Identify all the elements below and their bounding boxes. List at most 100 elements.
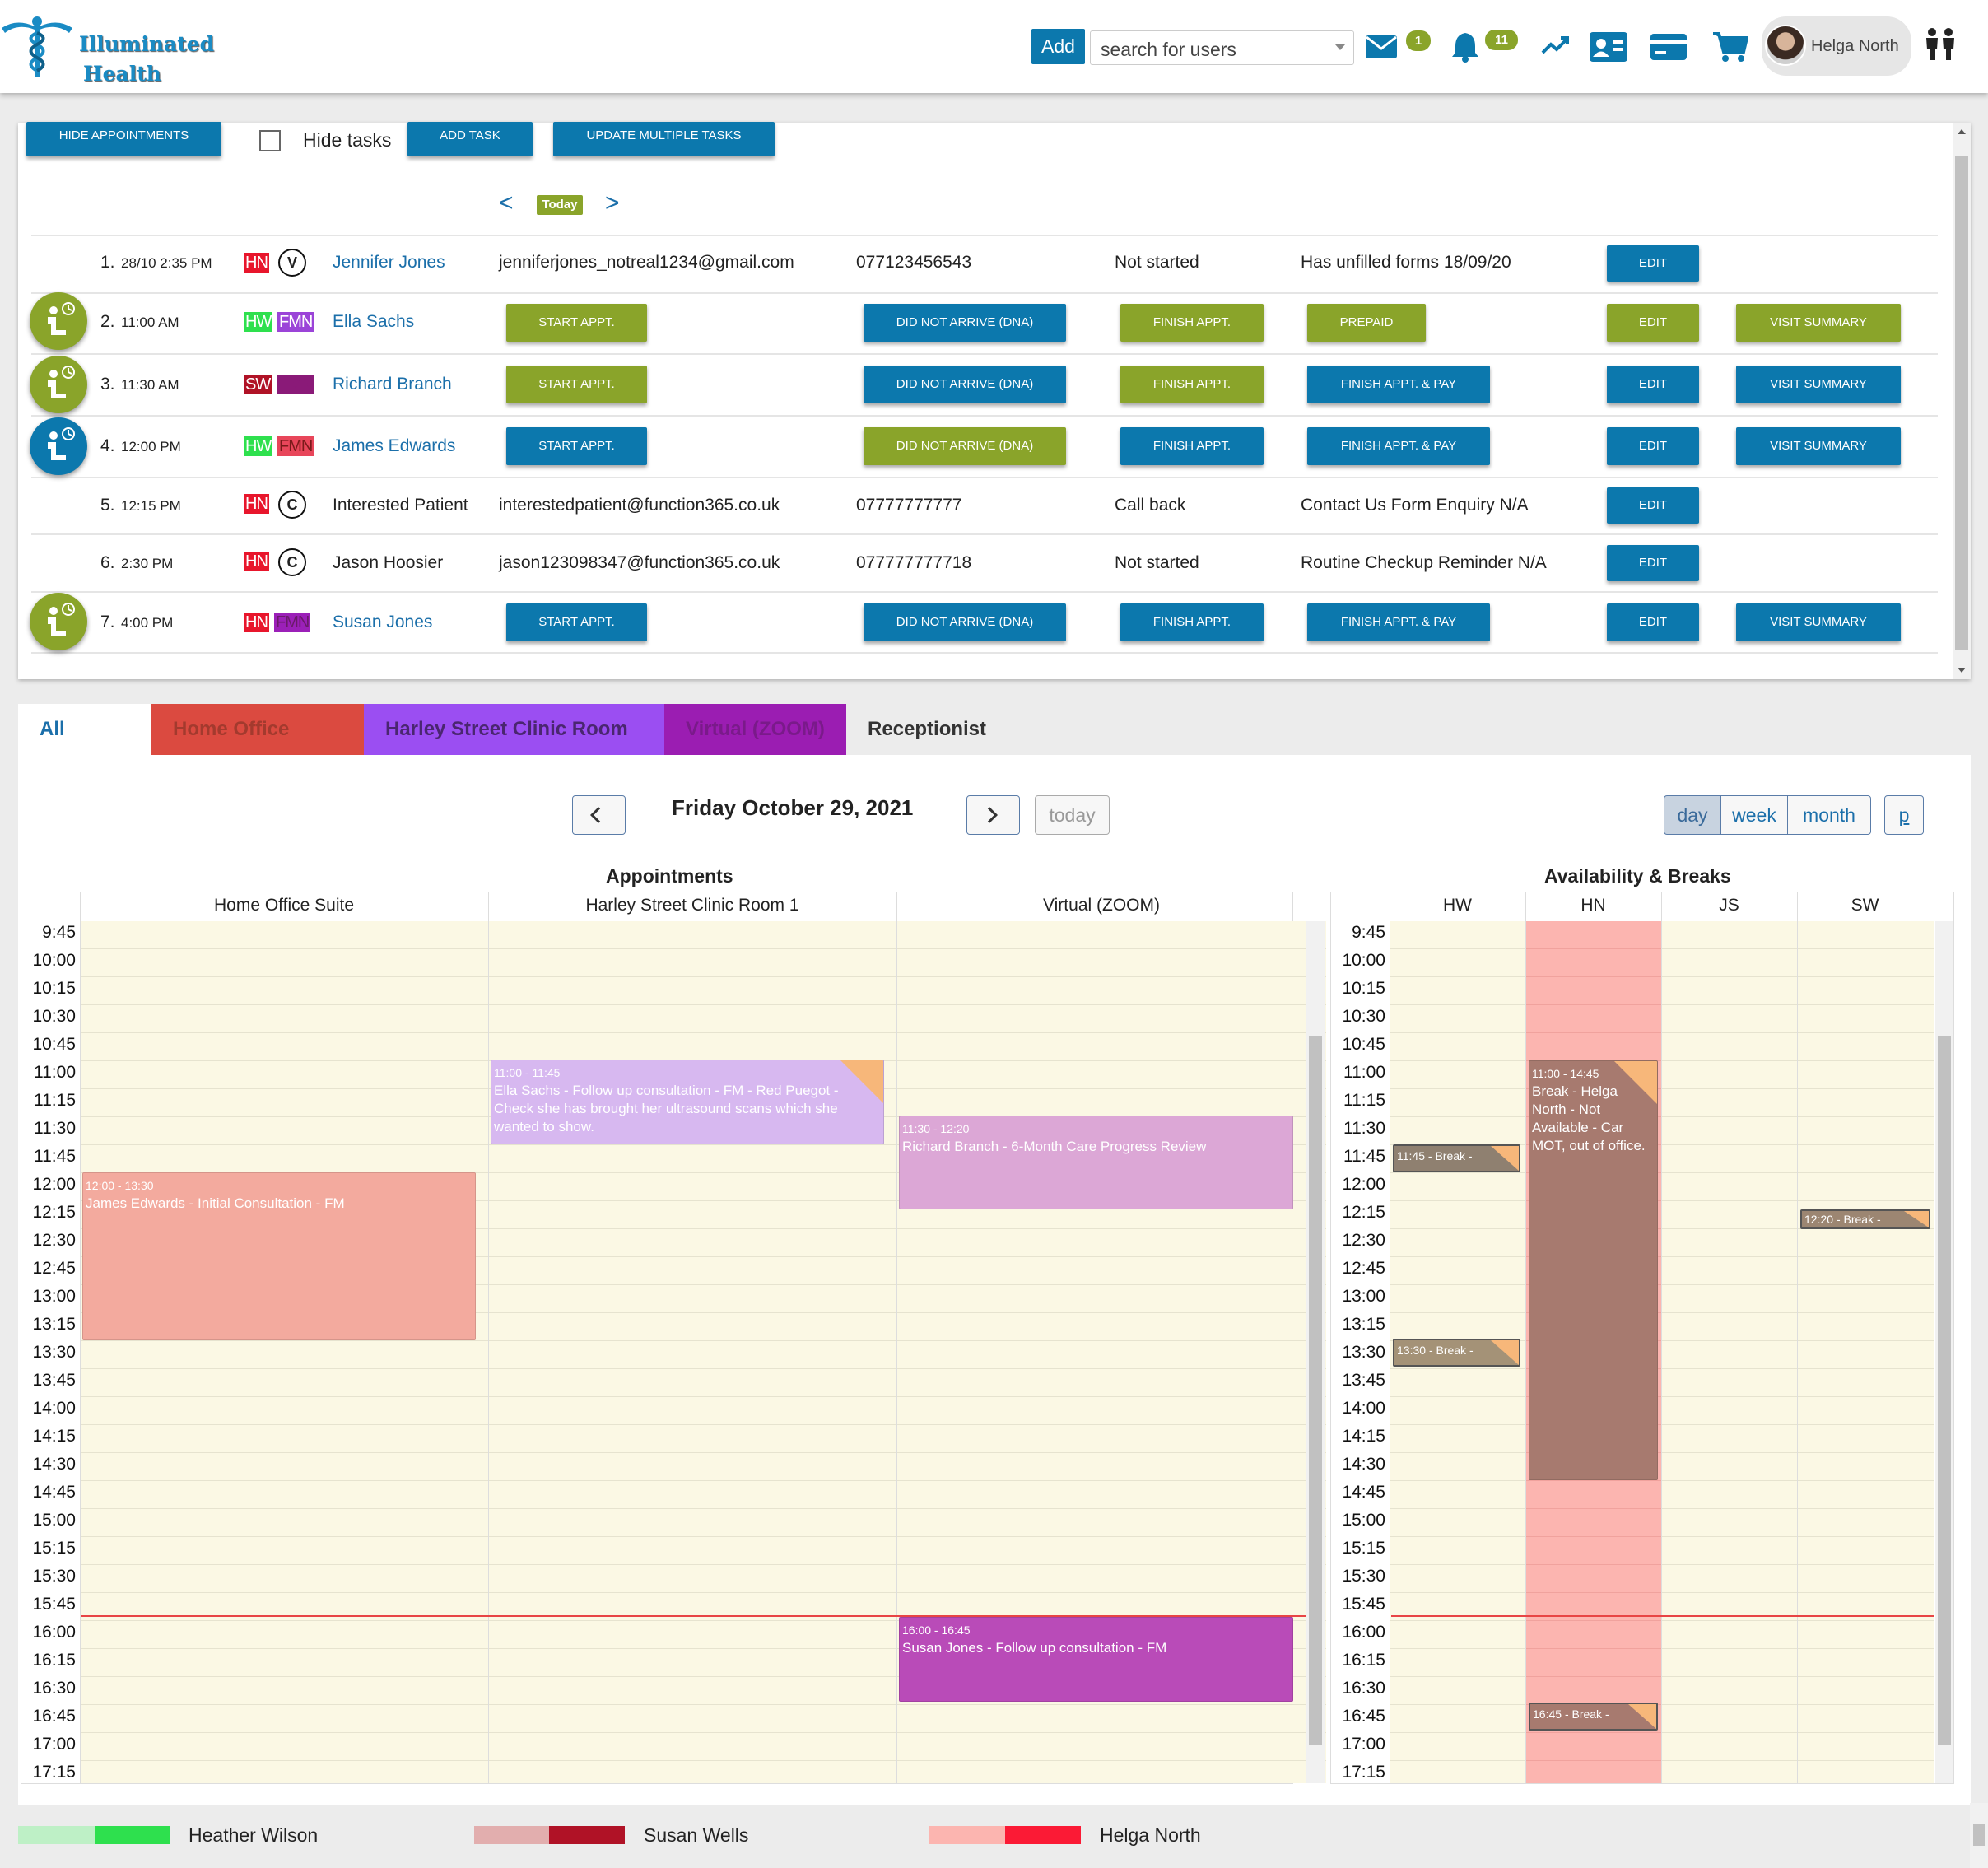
time-label: 12:00: [32, 1175, 76, 1194]
bell-icon[interactable]: [1450, 31, 1480, 63]
patient-name-link[interactable]: Susan Jones: [333, 613, 433, 631]
scrollbar-thumb[interactable]: [1309, 1036, 1322, 1745]
view-week-button[interactable]: week: [1720, 795, 1788, 835]
time-label: 11:00: [34, 1063, 76, 1082]
start-appt-button[interactable]: START APPT.: [506, 427, 647, 465]
edit-button[interactable]: EDIT: [1607, 545, 1699, 581]
row-divider: [31, 415, 1938, 417]
scrollbar-thumb[interactable]: [1955, 156, 1968, 650]
break-event[interactable]: 16:45 - Break -: [1529, 1703, 1658, 1731]
trend-chart-icon[interactable]: [1541, 35, 1569, 56]
edit-button[interactable]: EDIT: [1607, 366, 1699, 403]
appointment-event[interactable]: 16:00 - 16:45 Susan Jones - Follow up co…: [899, 1617, 1293, 1702]
view-day-button[interactable]: day: [1664, 795, 1721, 835]
visit-summary-button[interactable]: VISIT SUMMARY: [1736, 427, 1901, 465]
print-button[interactable]: p: [1884, 795, 1924, 835]
appointment-avatar: [30, 356, 87, 413]
finish-appt-button[interactable]: FINISH APPT.: [1120, 304, 1264, 342]
event-corner-flag: [1614, 1061, 1657, 1104]
appointment-avatar: [30, 292, 87, 350]
appointment-event[interactable]: 11:30 - 12:20 Richard Branch - 6-Month C…: [899, 1116, 1293, 1209]
time-label: 11:45: [1343, 1147, 1385, 1166]
dna-button[interactable]: DID NOT ARRIVE (DNA): [864, 304, 1066, 342]
brand-logo[interactable]: Illuminated Health: [0, 12, 214, 86]
prepaid-button[interactable]: PREPAID: [1307, 304, 1426, 342]
tab-all-rooms[interactable]: All rooms: [18, 704, 151, 791]
patient-clock-icon: [48, 427, 75, 460]
callback-indicator: C: [278, 548, 306, 576]
row-divider: [31, 353, 1938, 355]
next-day-button[interactable]: >: [605, 189, 620, 217]
tab-home-office-suite[interactable]: Home Office Suite: [151, 704, 364, 791]
page-scrollbar[interactable]: [1970, 1803, 1988, 1868]
break-event[interactable]: 13:30 - Break -: [1393, 1339, 1520, 1367]
edit-button[interactable]: EDIT: [1607, 245, 1699, 282]
tab-receptionist[interactable]: Receptionist: [868, 718, 987, 740]
shopping-cart-icon[interactable]: [1712, 31, 1748, 63]
appointment-event[interactable]: 11:00 - 11:45 Ella Sachs - Follow up con…: [491, 1060, 884, 1144]
calendar-next-button[interactable]: [966, 795, 1020, 835]
patient-name-link[interactable]: Jennifer Jones: [333, 253, 445, 272]
break-event[interactable]: 11:00 - 14:45 Break - Helga North - Not …: [1529, 1060, 1658, 1480]
break-event[interactable]: 12:20 - Break -: [1800, 1209, 1930, 1229]
time-label: 10:45: [32, 1035, 76, 1054]
legend-swatch: [1005, 1826, 1081, 1844]
credit-card-icon[interactable]: [1650, 33, 1688, 61]
visit-summary-button[interactable]: VISIT SUMMARY: [1736, 603, 1901, 641]
finish-appt-button[interactable]: FINISH APPT.: [1120, 366, 1264, 403]
break-event[interactable]: 11:45 - Break -: [1393, 1144, 1520, 1172]
edit-button[interactable]: EDIT: [1607, 304, 1699, 342]
appointments-scrollbar[interactable]: [1306, 921, 1325, 1783]
start-appt-button[interactable]: START APPT.: [506, 304, 647, 342]
people-icon[interactable]: [1923, 26, 1958, 61]
dna-button[interactable]: DID NOT ARRIVE (DNA): [864, 427, 1066, 465]
visit-summary-button[interactable]: VISIT SUMMARY: [1736, 304, 1901, 342]
add-task-button[interactable]: ADD TASK: [407, 122, 533, 156]
visit-summary-button[interactable]: VISIT SUMMARY: [1736, 366, 1901, 403]
patient-name-link[interactable]: James Edwards: [333, 436, 456, 455]
dna-button[interactable]: DID NOT ARRIVE (DNA): [864, 603, 1066, 641]
staff-tag-hn: HN: [244, 494, 269, 514]
notification-count-badge: 11: [1485, 30, 1518, 50]
start-appt-button[interactable]: START APPT.: [506, 603, 647, 641]
edit-button[interactable]: EDIT: [1607, 427, 1699, 465]
view-month-button[interactable]: month: [1787, 795, 1871, 835]
finish-and-pay-button[interactable]: FINISH APPT. & PAY: [1307, 427, 1490, 465]
finish-and-pay-button[interactable]: FINISH APPT. & PAY: [1307, 603, 1490, 641]
today-button[interactable]: Today: [537, 195, 583, 215]
scrollbar-thumb[interactable]: [1938, 1036, 1951, 1745]
staff-tag-hn: HN: [244, 552, 269, 571]
prev-day-button[interactable]: <: [499, 189, 514, 217]
edit-button[interactable]: EDIT: [1607, 487, 1699, 524]
availability-scrollbar[interactable]: [1935, 921, 1953, 1783]
tab-virtual-zoom[interactable]: Virtual (ZOOM): [664, 704, 846, 755]
hide-tasks-checkbox[interactable]: [259, 130, 281, 151]
update-multiple-tasks-button[interactable]: UPDATE MULTIPLE TASKS: [553, 122, 775, 156]
appointment-event[interactable]: 12:00 - 13:30 James Edwards - Initial Co…: [82, 1172, 476, 1340]
patient-name-link[interactable]: Richard Branch: [333, 375, 452, 394]
finish-and-pay-button[interactable]: FINISH APPT. & PAY: [1307, 366, 1490, 403]
hide-appointments-button[interactable]: HIDE APPOINTMENTS: [26, 122, 221, 156]
tasks-scrollbar[interactable]: [1953, 123, 1971, 679]
time-label: 9:45: [1352, 923, 1385, 942]
task-note: Has unfilled forms 18/09/20: [1301, 253, 1511, 272]
start-appt-button[interactable]: START APPT.: [506, 366, 647, 403]
edit-button[interactable]: EDIT: [1607, 603, 1699, 641]
appointment-avatar: [30, 417, 87, 475]
finish-appt-button[interactable]: FINISH APPT.: [1120, 603, 1264, 641]
tab-harley-street-room-1[interactable]: Harley Street Clinic Room 1: [364, 704, 664, 791]
time-label: 12:15: [1342, 1203, 1385, 1222]
add-button[interactable]: Add: [1031, 29, 1085, 64]
contact-card-icon[interactable]: [1589, 31, 1628, 63]
dna-button[interactable]: DID NOT ARRIVE (DNA): [864, 366, 1066, 403]
scrollbar-thumb[interactable]: [1973, 1824, 1985, 1846]
user-menu[interactable]: Helga North: [1762, 16, 1911, 76]
time-label: 14:30: [32, 1455, 76, 1474]
patient-name-link[interactable]: Ella Sachs: [333, 312, 415, 331]
calendar-prev-button[interactable]: [572, 795, 626, 835]
user-search-select[interactable]: search for users: [1090, 30, 1354, 65]
legend-swatch: [18, 1826, 95, 1844]
finish-appt-button[interactable]: FINISH APPT.: [1120, 427, 1264, 465]
mail-icon[interactable]: [1365, 35, 1398, 59]
calendar-today-button[interactable]: today: [1035, 795, 1110, 835]
